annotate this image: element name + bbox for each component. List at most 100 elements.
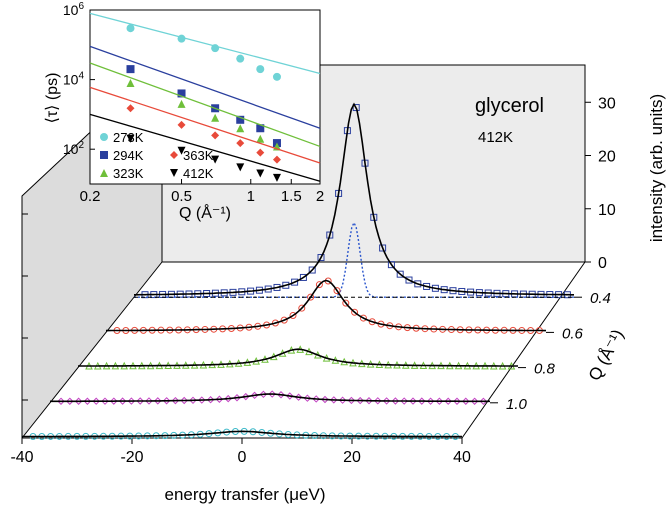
data-point [400, 397, 408, 405]
data-point [289, 312, 297, 320]
data-point [365, 397, 373, 405]
z-tick-label: 1.0 [506, 396, 528, 413]
data-point [198, 396, 206, 404]
data-point [162, 397, 171, 405]
data-point [66, 397, 74, 405]
data-point [333, 287, 341, 295]
data-point [259, 390, 268, 399]
data-point [127, 397, 136, 405]
inset-point [126, 78, 135, 87]
data-point [444, 397, 452, 405]
inset-point [272, 155, 281, 164]
inset-fit-line [89, 62, 321, 148]
inset-point [256, 65, 265, 74]
inset-series [89, 12, 321, 182]
main-subtitle: 412K [478, 129, 513, 146]
inset-y-label: ⟨τ⟩ (ps) [44, 73, 61, 124]
legend-marker [100, 151, 108, 159]
data-point [74, 397, 83, 405]
inset-point [211, 131, 220, 140]
main-series [22, 102, 574, 441]
fit-line [134, 102, 574, 296]
inset-point [236, 139, 245, 148]
data-point [282, 281, 290, 289]
inset-point [236, 54, 245, 63]
y-axis-label: intensity (arb. units) [647, 94, 666, 242]
data-point [356, 396, 364, 405]
data-point [110, 397, 118, 405]
inset-point [126, 104, 135, 113]
inset-point [177, 120, 186, 129]
data-point [268, 390, 276, 398]
y-ticks: 0 10 20 30 [585, 95, 616, 272]
x-tick-label: 20 [343, 449, 361, 466]
data-point [351, 308, 359, 316]
inset-y-tick-label: 106 [63, 1, 85, 18]
inset-x-tick-label: 2 [316, 188, 324, 205]
legend-label: 412K [183, 166, 214, 181]
inset-frame [89, 9, 321, 185]
data-point [317, 254, 325, 262]
z-tick-label: 0.4 [590, 290, 611, 307]
legend-label: 273K [113, 130, 144, 145]
legend-marker [100, 133, 108, 141]
data-point [206, 396, 215, 404]
data-point [418, 397, 426, 405]
data-point [118, 397, 127, 405]
data-point [145, 397, 153, 405]
x-ticks: -40 -20 0 20 40 [10, 213, 471, 466]
data-point [136, 397, 144, 405]
inset-point [236, 115, 245, 124]
data-point [315, 281, 323, 289]
data-point [101, 397, 109, 405]
x-tick-label: 0 [238, 449, 247, 466]
inset-point [126, 65, 135, 74]
inset-point [177, 34, 186, 43]
data-point [189, 396, 197, 405]
y-tick-label: 30 [598, 95, 616, 112]
series-q-1 [50, 390, 490, 406]
x-axis-label: energy transfer (μeV) [165, 485, 326, 504]
data-point [57, 397, 65, 405]
y-tick-label: 10 [598, 202, 616, 219]
legend-marker [170, 169, 178, 177]
data-point [280, 316, 288, 324]
legend-label: 363K [183, 148, 214, 163]
data-point [92, 397, 100, 405]
inset-point [211, 155, 220, 164]
data-point [215, 395, 224, 403]
inset-point [256, 134, 265, 143]
data-point [352, 104, 360, 112]
fit-line [106, 279, 546, 332]
data-point [83, 397, 92, 405]
data-point [347, 396, 356, 405]
inset-point [236, 124, 245, 133]
inset-point [211, 113, 220, 122]
data-point [180, 396, 188, 405]
data-point [359, 314, 367, 322]
data-point [379, 244, 387, 252]
inset-point [177, 89, 186, 98]
data-point [312, 395, 320, 403]
data-point [435, 397, 444, 405]
y-tick-label: 20 [598, 149, 616, 166]
inset-series-412K [89, 113, 321, 182]
series-q-0-6 [106, 277, 546, 335]
data-point [453, 397, 461, 405]
inset-point [236, 163, 245, 172]
inset-point [272, 72, 281, 81]
data-point [291, 278, 299, 286]
inset-series-363K [89, 86, 321, 164]
inset-point [256, 148, 265, 157]
inset-point [126, 24, 135, 33]
data-point [342, 299, 350, 307]
inset-point [126, 134, 135, 143]
inset-point [211, 44, 220, 53]
data-point [479, 397, 488, 406]
data-point [409, 397, 417, 405]
data-point [368, 318, 376, 326]
data-point [330, 396, 338, 404]
